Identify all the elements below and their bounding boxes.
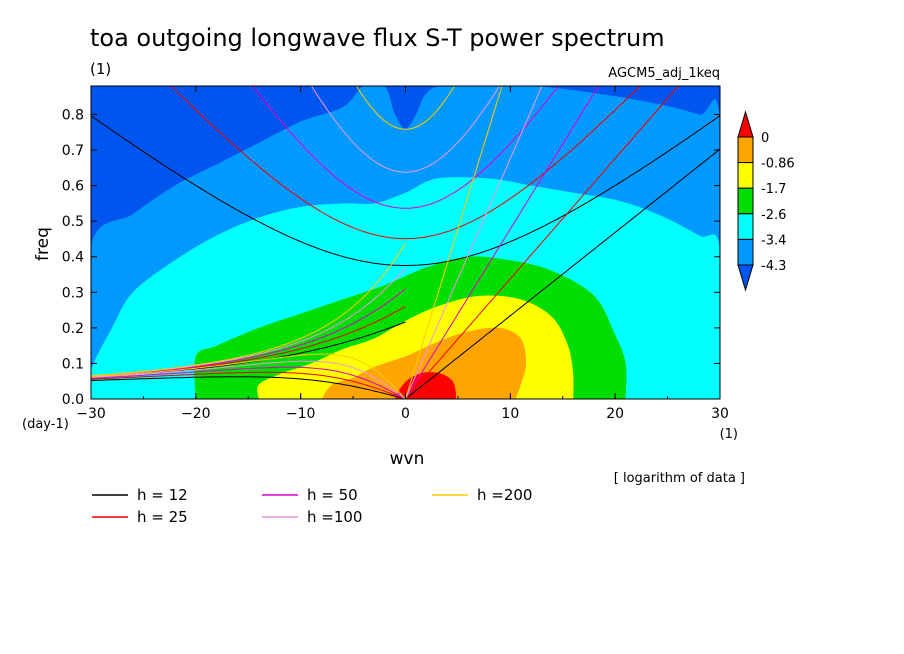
inertia-gravity-curve — [251, 86, 560, 209]
kelvin-curve — [405, 148, 720, 399]
legend-label: h = 50 — [307, 486, 358, 504]
rossby-curve — [91, 366, 406, 399]
inertia-gravity-curve — [91, 115, 720, 266]
x-tick-label: 20 — [606, 406, 624, 422]
colorbar-top-arrow — [737, 110, 754, 138]
colorbar-segment — [737, 213, 754, 240]
x-axis-ticks: −30 −20 −10 0 10 20 30 — [76, 86, 729, 422]
y-tick-label: 0.0 — [62, 392, 84, 408]
y-tick-label: 0.7 — [62, 143, 84, 159]
x-unit-label: (1) — [720, 427, 738, 442]
colorbar-segment — [737, 162, 754, 189]
x-axis-label: wvn — [390, 449, 425, 469]
inertia-gravity-curve — [355, 86, 456, 130]
colorbar-label: -0.86 — [761, 157, 795, 172]
rossby-curve — [91, 376, 406, 399]
legend-label: h =200 — [477, 486, 532, 504]
x-tick-label: −20 — [181, 406, 211, 422]
y-unit-label: (day-1) — [22, 417, 69, 432]
curve-legend: h = 12 h = 25 h = 50 h =100 h =200 — [92, 486, 532, 526]
x-tick-label: 30 — [711, 406, 729, 422]
x-tick-label: −10 — [286, 406, 316, 422]
rossby-curve — [91, 371, 406, 399]
colorbar-label: -2.6 — [761, 208, 786, 223]
kelvin-curve — [405, 86, 600, 399]
data-note: [ logarithm of data ] — [614, 471, 745, 486]
colorbar-label: 0 — [761, 131, 769, 146]
dispersion-curves — [91, 86, 720, 399]
x-tick-label: −30 — [76, 406, 106, 422]
y-tick-label: 0.6 — [62, 179, 84, 195]
contour-fill-0 — [395, 372, 457, 399]
kelvin-curve — [405, 86, 503, 399]
colorbar: 0 -0.86 -1.7 -2.6 -3.4 -4.3 — [737, 110, 795, 292]
contour-fills — [91, 86, 720, 399]
chart-title: toa outgoing longwave flux S-T power spe… — [90, 24, 665, 52]
y-axis-label: freq — [33, 227, 53, 261]
legend-label: h =100 — [307, 508, 362, 526]
chart-subtitle-left: (1) — [90, 60, 111, 78]
y-tick-label: 0.5 — [62, 214, 84, 230]
y-tick-label: 0.4 — [62, 250, 84, 266]
contour-fill--0.86 — [321, 327, 527, 399]
y-tick-label: 0.8 — [62, 107, 84, 123]
mrg-curve — [91, 243, 406, 377]
colorbar-label: -4.3 — [761, 259, 786, 274]
inertia-gravity-curve — [310, 86, 501, 173]
rossby-curve — [91, 360, 406, 399]
y-tick-label: 0.2 — [62, 321, 84, 337]
y-tick-label: 0.3 — [62, 285, 84, 301]
rossby-curve — [91, 353, 406, 399]
colorbar-segment — [737, 136, 754, 164]
colorbar-segment — [737, 187, 754, 215]
colorbar-segment — [737, 238, 754, 266]
inertia-gravity-curve — [170, 86, 641, 240]
x-tick-label: 0 — [401, 406, 410, 422]
y-axis-ticks: 0.0 0.1 0.2 0.3 0.4 0.5 0.6 0.7 0.8 — [62, 107, 720, 408]
colorbar-bottom-arrow — [737, 264, 754, 292]
y-tick-label: 0.1 — [62, 356, 84, 372]
legend-label: h = 25 — [137, 508, 188, 526]
legend-label: h = 12 — [137, 486, 188, 504]
chart-subtitle-right: AGCM5_adj_1keq — [608, 66, 720, 81]
colorbar-label: -3.4 — [761, 233, 786, 248]
kelvin-curve — [405, 86, 543, 399]
kelvin-curve — [405, 86, 680, 399]
x-tick-label: 10 — [501, 406, 519, 422]
colorbar-label: -1.7 — [761, 182, 786, 197]
